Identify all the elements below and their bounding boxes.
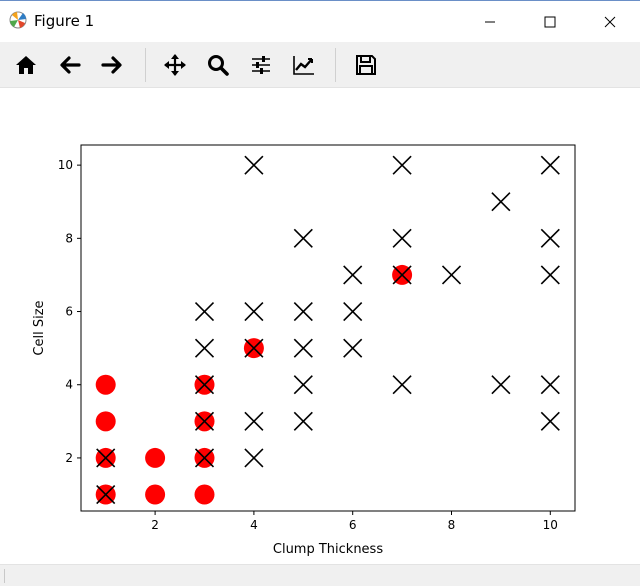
edit-axes-button[interactable]: [288, 50, 320, 80]
status-bar: [0, 564, 640, 586]
close-button[interactable]: [590, 7, 630, 35]
scatter-point-x: [293, 228, 313, 248]
x-axis-label: Clump Thickness: [273, 542, 383, 557]
arrow-right-icon: [101, 56, 122, 74]
scatter-point-x: [540, 155, 560, 175]
minimize-icon: [485, 21, 495, 23]
scatter-point-x: [194, 411, 215, 431]
y-tick-label: 8: [65, 231, 73, 245]
title-bar: Figure 1: [0, 0, 640, 42]
scatter-point-x: [96, 448, 116, 468]
y-tick-label: 10: [58, 158, 73, 172]
move-icon: [164, 54, 186, 76]
scatter-point-x: [293, 375, 313, 395]
figure-canvas[interactable]: 2 4 6 8 10 2 4 6 8 10 Clump Thickness Cell Size: [0, 88, 640, 564]
magnifier-icon: [208, 55, 229, 76]
scatter-point-circle: [194, 484, 215, 505]
scatter-point-x: [540, 228, 560, 248]
scatter-point-circle: [145, 447, 166, 468]
pan-button[interactable]: [159, 50, 191, 80]
y-axis-label: Cell Size: [32, 300, 47, 355]
scatter-point-x: [293, 411, 313, 431]
y-tick-label: 6: [65, 305, 73, 319]
scatter-point-x: [441, 265, 462, 285]
x-tick-label: 8: [448, 518, 456, 532]
status-grip: [4, 569, 5, 583]
maximize-button[interactable]: [530, 7, 570, 35]
scatter-point-x: [392, 265, 412, 285]
y-tick-label: 4: [65, 378, 73, 392]
scatter-point-x: [194, 338, 215, 358]
scatter-point-x: [244, 155, 264, 175]
scatter-point-x: [343, 301, 363, 322]
scatter-point-circle: [95, 374, 116, 395]
forward-button[interactable]: [96, 50, 128, 80]
scatter-point-x: [392, 155, 412, 175]
x-tick-label: 2: [151, 518, 159, 532]
close-icon: [604, 16, 616, 28]
back-button[interactable]: [54, 50, 86, 80]
scatter-point-x: [491, 192, 511, 212]
scatter-point-x: [194, 375, 215, 395]
line-chart-icon: [293, 56, 314, 75]
scatter-point-x: [96, 484, 116, 505]
home-button[interactable]: [10, 50, 42, 80]
sliders-icon: [252, 56, 270, 74]
scatter-point-x: [244, 301, 264, 322]
maximize-icon: [544, 16, 556, 28]
scatter-point-x: [244, 411, 264, 431]
x-tick-label: 4: [250, 518, 258, 532]
scatter-point-x: [194, 301, 215, 322]
x-tick-label: 6: [349, 518, 357, 532]
home-icon: [16, 56, 36, 74]
scatter-point-x: [491, 375, 511, 395]
scatter-point-x: [244, 338, 264, 358]
scatter-point-x: [293, 301, 313, 322]
scatter-point-x: [343, 265, 363, 285]
scatter-point-x: [540, 265, 560, 285]
scatter-point-circle: [145, 484, 166, 505]
arrow-left-icon: [60, 56, 81, 74]
window-title: Figure 1: [34, 12, 95, 30]
scatter-point-x: [540, 375, 560, 395]
x-tick-label: 10: [543, 518, 558, 532]
markers-layer: [95, 155, 560, 505]
scatter-point-x: [392, 375, 412, 395]
toolbar-separator: [145, 48, 146, 82]
scatter-point-x: [540, 411, 560, 431]
scatter-point-x: [392, 228, 412, 248]
ticks-layer: 2 4 6 8 10 2 4 6 8 10: [58, 158, 558, 532]
toolbar: [0, 42, 640, 88]
subplots-button[interactable]: [245, 50, 277, 80]
scatter-point-x: [194, 448, 215, 468]
save-button[interactable]: [350, 50, 382, 80]
toolbar-separator: [335, 48, 336, 82]
zoom-button[interactable]: [202, 50, 234, 80]
scatter-point-x: [244, 448, 264, 468]
scatter-chart: 2 4 6 8 10 2 4 6 8 10 Clump Thickness Cell Size: [32, 144, 576, 557]
minimize-button[interactable]: [470, 7, 510, 35]
y-tick-label: 2: [65, 451, 73, 465]
scatter-point-circle: [95, 411, 116, 432]
scatter-point-x: [293, 338, 313, 358]
matplotlib-icon: [9, 11, 27, 29]
floppy-disk-icon: [356, 55, 376, 75]
plot-area: [80, 144, 576, 512]
scatter-point-x: [343, 338, 363, 358]
